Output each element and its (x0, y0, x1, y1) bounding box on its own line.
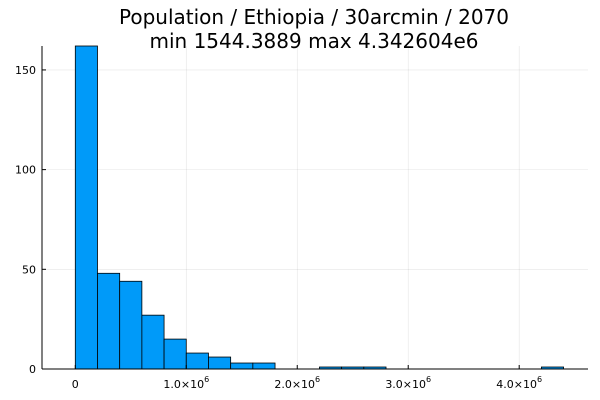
histogram-bar-8 (252, 362, 276, 370)
x-tick-label-4: 4.0×106 (496, 375, 542, 391)
histogram-bar-2 (119, 280, 143, 370)
x-tick-label-2: 2.0×106 (274, 375, 320, 391)
histogram-bar-7 (230, 362, 254, 370)
y-tick-label-3: 150 (15, 64, 36, 77)
histogram-bar-0 (74, 45, 98, 370)
histogram-bar-5 (185, 352, 209, 370)
histogram-bar-6 (208, 356, 232, 370)
histogram-bar-4 (163, 338, 187, 370)
histogram-bar-1 (97, 272, 121, 370)
x-tick-label-3: 3.0×106 (385, 375, 431, 391)
y-tick-label-0: 0 (29, 363, 36, 376)
axes (41, 46, 588, 370)
y-tick-label-2: 100 (15, 164, 36, 177)
chart-title: Population / Ethiopia / 30arcmin / 2070 (119, 5, 509, 29)
tick-labels: 0 1.0×106 2.0×106 3.0×106 4.0×106 0 50 100 150 (15, 64, 542, 391)
chart-subtitle: min 1544.3889 max 4.342604e6 (150, 29, 479, 53)
x-tick-label-0: 0 (72, 378, 79, 391)
histogram-bar-3 (141, 314, 165, 370)
x-tick-label-1: 1.0×106 (163, 375, 209, 391)
y-tick-label-1: 50 (22, 263, 36, 276)
histogram-bars (74, 45, 564, 370)
